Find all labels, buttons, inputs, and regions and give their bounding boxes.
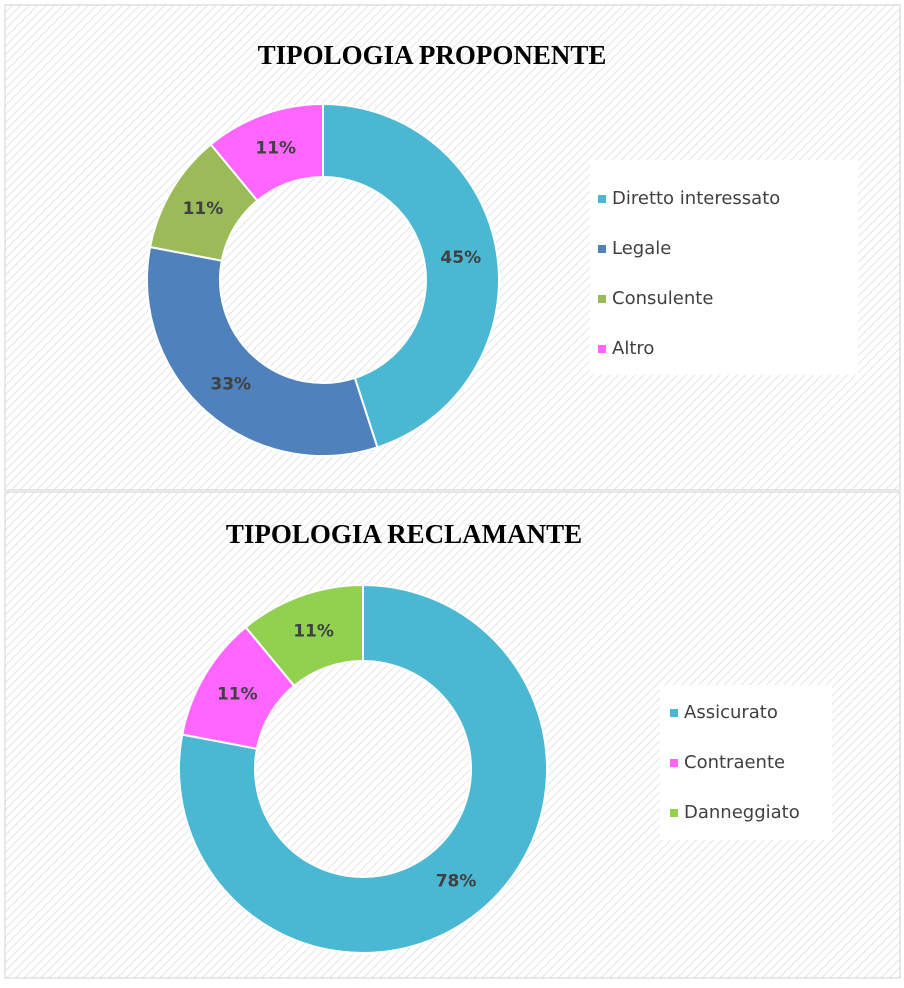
legend-label: Contraente xyxy=(684,752,785,773)
legend-swatch xyxy=(598,345,606,353)
legend-label: Altro xyxy=(612,338,654,359)
legend-swatch xyxy=(670,709,678,717)
legend-swatch xyxy=(598,245,606,253)
data-label: 33% xyxy=(210,375,251,395)
donut-slice xyxy=(178,583,548,954)
legend-label: Diretto interessato xyxy=(612,188,780,209)
data-label: 11% xyxy=(293,622,334,642)
donut-slice xyxy=(209,102,324,203)
legend-box xyxy=(660,685,832,840)
donut-slice xyxy=(322,102,500,449)
legend-label: Danneggiato xyxy=(684,802,800,823)
data-label: 11% xyxy=(183,199,224,219)
legend-swatch xyxy=(670,759,678,767)
data-label: 45% xyxy=(440,248,481,268)
data-label: 11% xyxy=(217,685,258,705)
donut-slice xyxy=(146,245,379,457)
legend-swatch xyxy=(598,195,606,203)
legend-swatch xyxy=(670,809,678,817)
chart-title: TIPOLOGIA RECLAMANTE xyxy=(226,519,582,549)
legend-label: Consulente xyxy=(612,288,713,309)
data-label: 11% xyxy=(255,139,296,159)
legend-label: Legale xyxy=(612,238,671,259)
legend-box xyxy=(590,160,858,375)
data-label: 78% xyxy=(436,871,477,891)
chart-title: TIPOLOGIA PROPONENTE xyxy=(258,40,607,70)
legend-label: Assicurato xyxy=(684,702,778,723)
donut-slice xyxy=(244,583,364,688)
legend-swatch xyxy=(598,295,606,303)
